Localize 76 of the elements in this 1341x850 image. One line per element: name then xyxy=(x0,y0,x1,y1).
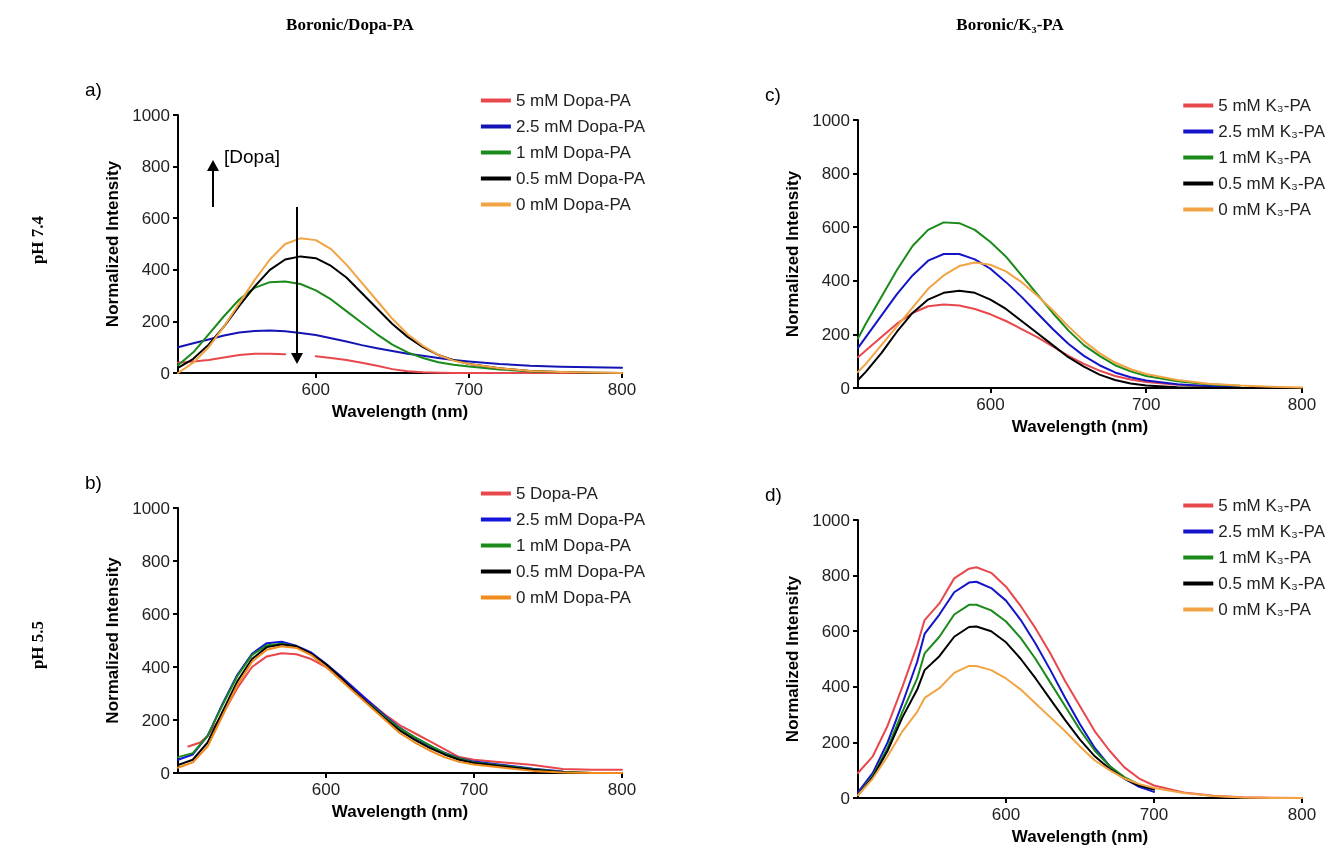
y-tick-label: 0 xyxy=(840,378,850,398)
x-tick-label: 800 xyxy=(607,780,637,799)
x-axis-title: Wavelength (nm) xyxy=(1011,417,1149,436)
text: Boronic/K₃-PA xyxy=(956,15,1064,35)
chart-title: d) xyxy=(765,484,782,505)
text: pH 5.5 xyxy=(28,620,48,670)
y-tick-label: 200 xyxy=(141,710,170,730)
legend-label: 5 mM K₃-PA xyxy=(1218,96,1312,115)
legend-label: 2.5 mM Dopa-PA xyxy=(515,117,646,136)
text: pH 7.4 xyxy=(28,215,48,265)
y-tick-label: 0 xyxy=(840,788,850,808)
legend-label: 2.5 mM K₃-PA xyxy=(1218,122,1326,141)
text: Boronic/Dopa-PA xyxy=(286,15,414,35)
y-axis-title: Normalized Intensity xyxy=(783,170,803,338)
y-tick-label: 0 xyxy=(160,363,170,383)
x-axis-title: Wavelength (nm) xyxy=(331,802,469,821)
legend-label: 1 mM Dopa-PA xyxy=(515,143,632,162)
chart-title: b) xyxy=(85,472,102,493)
legend-label: 0.5 mM K₃-PA xyxy=(1218,574,1326,593)
y-tick-label: 600 xyxy=(821,621,850,641)
line-series xyxy=(177,329,623,369)
y-tick-label: 400 xyxy=(141,657,170,677)
legend-label: 1 mM K₃-PA xyxy=(1218,148,1312,167)
legend-label: 5 Dopa-PA xyxy=(515,484,599,503)
y-tick-label: 800 xyxy=(141,157,170,177)
y-tick-label: 1000 xyxy=(812,110,850,130)
legend-label: 2.5 mM Dopa-PA xyxy=(515,510,646,529)
x-tick-label: 700 xyxy=(1139,805,1169,824)
x-tick-label: 600 xyxy=(991,805,1021,824)
x-tick-label: 800 xyxy=(607,380,637,399)
y-tick-label: 800 xyxy=(821,164,850,184)
y-tick-label: 800 xyxy=(821,566,850,586)
legend-label: 5 mM K₃-PA xyxy=(1218,496,1312,515)
legend-label: 1 mM Dopa-PA xyxy=(515,536,632,555)
legend-label: 0.5 mM Dopa-PA xyxy=(515,562,646,581)
line-series xyxy=(177,640,564,773)
y-tick-label: 400 xyxy=(141,260,170,280)
y-tick-label: 600 xyxy=(821,217,850,237)
legend-label: 0 mM K₃-PA xyxy=(1218,200,1312,219)
y-tick-label: 800 xyxy=(141,551,170,571)
annotation: [Dopa] xyxy=(224,146,280,168)
y-axis-title: Normalized Intensity xyxy=(783,575,803,743)
x-tick-label: 700 xyxy=(459,780,489,799)
y-tick-label: 200 xyxy=(141,311,170,331)
y-tick-label: 600 xyxy=(141,604,170,624)
x-axis-title: Wavelength (nm) xyxy=(1011,827,1149,846)
y-tick-label: 400 xyxy=(821,271,850,291)
legend-label: 0 mM K₃-PA xyxy=(1218,600,1312,619)
y-tick-label: 600 xyxy=(141,208,170,228)
legend-label: 5 mM Dopa-PA xyxy=(515,91,632,110)
x-tick-label: 600 xyxy=(311,780,341,799)
legend-label: 0 mM Dopa-PA xyxy=(515,588,632,607)
y-tick-label: 1000 xyxy=(812,510,850,530)
x-tick-label: 700 xyxy=(454,380,484,399)
y-tick-label: 1000 xyxy=(132,498,170,518)
x-tick-label: 800 xyxy=(1287,805,1317,824)
legend-label: 0 mM Dopa-PA xyxy=(515,195,632,214)
y-tick-label: 200 xyxy=(821,324,850,344)
legend-label: 1 mM K₃-PA xyxy=(1218,548,1312,567)
x-tick-label: 600 xyxy=(301,380,330,399)
y-axis-title: Normalized Intensity xyxy=(103,556,123,724)
legend-label: 0.5 mM Dopa-PA xyxy=(515,169,646,188)
y-tick-label: 1000 xyxy=(132,105,170,125)
x-tick-label: 600 xyxy=(976,395,1005,414)
x-tick-label: 800 xyxy=(1287,395,1317,414)
y-tick-label: 200 xyxy=(821,732,850,752)
x-axis-title: Wavelength (nm) xyxy=(331,402,469,421)
y-tick-label: 0 xyxy=(160,763,170,783)
legend-label: 2.5 mM K₃-PA xyxy=(1218,522,1326,541)
chart-title: a) xyxy=(85,79,102,100)
y-axis-title: Normalized Intensity xyxy=(103,160,123,328)
line-series xyxy=(857,221,1241,387)
legend-label: 0.5 mM K₃-PA xyxy=(1218,174,1326,193)
chart-title: c) xyxy=(765,84,781,105)
y-tick-label: 400 xyxy=(821,677,850,697)
x-tick-label: 700 xyxy=(1132,395,1161,414)
